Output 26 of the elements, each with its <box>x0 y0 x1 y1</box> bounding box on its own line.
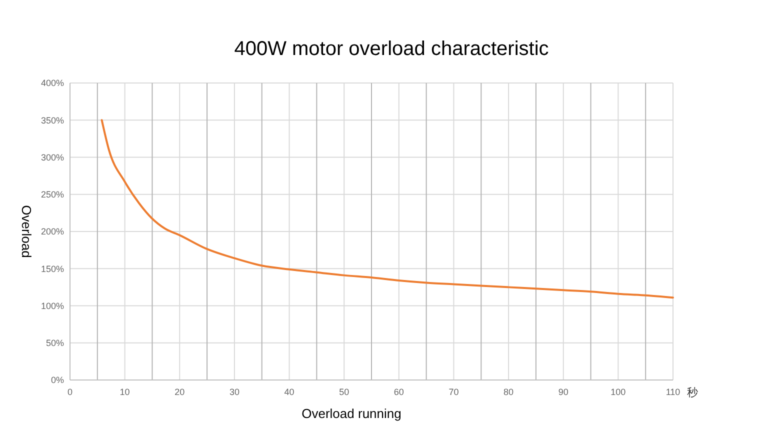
y-tick-label: 150% <box>40 264 64 274</box>
y-tick-label: 100% <box>40 300 64 311</box>
y-tick-label: 200% <box>40 226 64 237</box>
y-tick-label: 350% <box>40 115 64 126</box>
line-series <box>100 119 674 299</box>
x-axis-title: Overload running <box>302 406 402 421</box>
y-tick-label: 300% <box>40 152 64 162</box>
x-tick-label: 70 <box>448 387 459 397</box>
x-tick-label: 80 <box>504 387 514 397</box>
x-tick-label: 110 <box>666 387 680 397</box>
x-tick-label: 30 <box>229 387 240 397</box>
x-tick-label: 50 <box>339 387 350 397</box>
x-tick-label: 10 <box>120 387 130 397</box>
chart-title: 400W motor overload characteristic <box>234 38 549 60</box>
x-tick-label: 20 <box>174 387 185 397</box>
x-tick-label: 100 <box>610 387 626 397</box>
x-tick-label: 90 <box>558 387 568 397</box>
y-tick-label: 400% <box>40 78 64 88</box>
y-axis-title: Overload <box>19 205 34 258</box>
y-tick-label: 50% <box>46 338 64 348</box>
y-tick-label: 250% <box>40 190 64 200</box>
x-tick-label: 60 <box>394 387 404 397</box>
x-tick-label: 40 <box>284 387 294 397</box>
text: 秒 <box>687 387 698 399</box>
x-tick-label: 0 <box>67 387 73 397</box>
y-tick-label: 0% <box>50 375 64 386</box>
